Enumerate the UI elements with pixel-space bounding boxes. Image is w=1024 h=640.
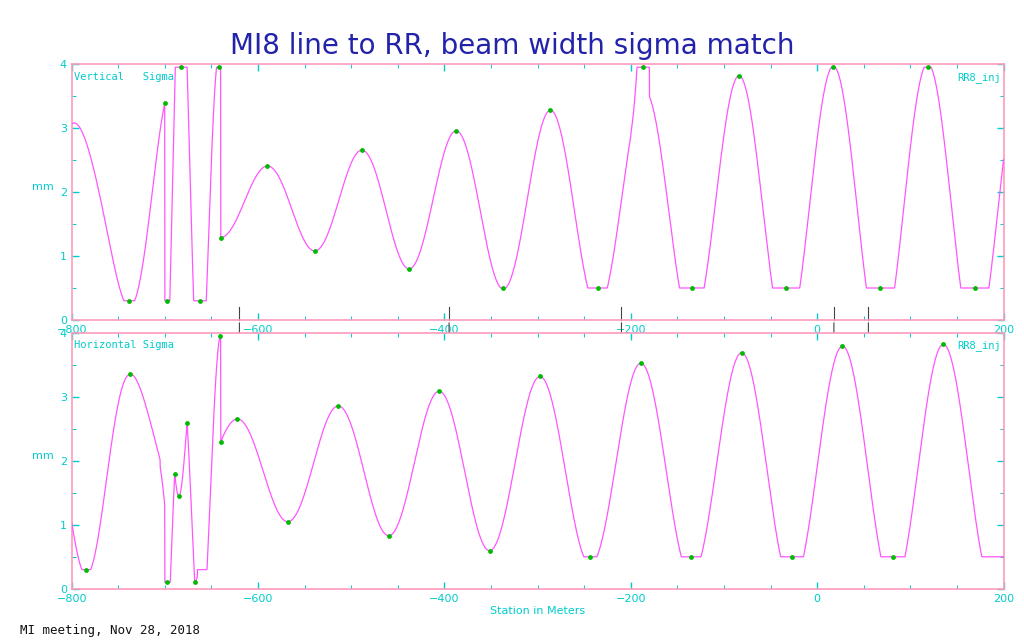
Point xyxy=(783,552,800,562)
Point xyxy=(635,62,651,72)
Point xyxy=(167,468,183,479)
Point xyxy=(179,418,196,428)
Text: Vertical   Sigma: Vertical Sigma xyxy=(75,72,174,82)
Point xyxy=(171,491,187,501)
Text: R:M103: R:M103 xyxy=(864,504,872,536)
Point xyxy=(733,348,750,358)
Point xyxy=(633,358,649,368)
Point xyxy=(160,577,176,588)
Point xyxy=(683,283,699,293)
Text: MI meeting, Nov 28, 2018: MI meeting, Nov 28, 2018 xyxy=(20,624,201,637)
Point xyxy=(330,401,346,411)
Point xyxy=(590,283,606,293)
Point xyxy=(187,577,204,588)
Point xyxy=(920,62,936,72)
Point xyxy=(967,283,983,293)
Text: RR8_inj: RR8_inj xyxy=(957,340,1000,351)
Point xyxy=(78,564,94,575)
Point xyxy=(582,552,598,562)
Point xyxy=(935,339,951,349)
Point xyxy=(212,331,228,341)
Point xyxy=(885,552,901,562)
Text: MW813: MW813 xyxy=(234,504,244,531)
Point xyxy=(229,414,246,424)
Point xyxy=(353,145,370,156)
Point xyxy=(213,232,229,243)
Y-axis label: mm: mm xyxy=(32,451,54,461)
Point xyxy=(531,371,548,381)
X-axis label: Station in Meters: Station in Meters xyxy=(490,338,585,348)
Text: R:M853: R:M853 xyxy=(829,504,839,536)
Point xyxy=(173,62,189,72)
Point xyxy=(825,62,842,72)
Point xyxy=(542,105,558,115)
Point xyxy=(213,436,229,447)
Text: PCD_8398: PCD_8398 xyxy=(617,504,626,547)
Point xyxy=(731,70,748,81)
Point xyxy=(872,283,889,293)
Point xyxy=(306,246,323,256)
Point xyxy=(259,161,275,171)
Text: RR8_inj: RR8_inj xyxy=(957,72,1000,83)
Text: MW829: MW829 xyxy=(444,504,454,531)
Point xyxy=(122,369,138,379)
Point xyxy=(495,283,511,293)
Text: MI8 line to RR, beam width sigma match: MI8 line to RR, beam width sigma match xyxy=(229,32,795,60)
Point xyxy=(449,125,465,136)
Point xyxy=(121,296,137,306)
X-axis label: Station in Meters: Station in Meters xyxy=(490,607,585,616)
Point xyxy=(191,296,208,306)
Text: Horizontal Sigma: Horizontal Sigma xyxy=(75,340,174,351)
Point xyxy=(280,516,296,527)
Point xyxy=(481,545,498,556)
Point xyxy=(778,283,795,293)
Point xyxy=(431,386,447,396)
Point xyxy=(210,62,226,72)
Point xyxy=(381,531,397,541)
Point xyxy=(157,99,173,109)
Point xyxy=(400,264,417,274)
Point xyxy=(835,341,851,351)
Point xyxy=(683,552,699,562)
Point xyxy=(159,296,175,306)
Y-axis label: mm: mm xyxy=(32,182,54,192)
